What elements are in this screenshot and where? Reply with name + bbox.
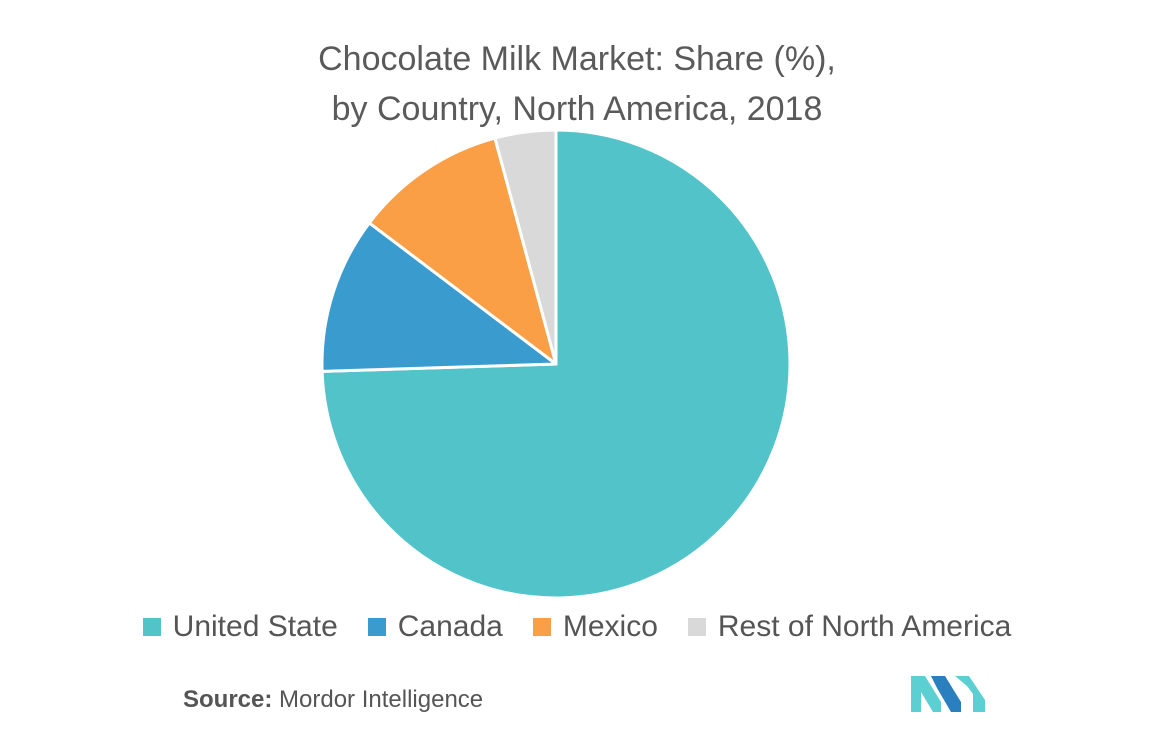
source-text: Mordor Intelligence xyxy=(279,686,484,713)
pie-slice-rest-of-north-america xyxy=(493,128,558,366)
legend-label-mexico: Mexico xyxy=(562,610,658,643)
pie-slice-canada xyxy=(320,221,558,373)
mordor-intelligence-logo xyxy=(911,676,985,712)
pie-slices xyxy=(320,128,792,600)
pie-chart xyxy=(320,128,792,600)
legend-item-canada: Canada xyxy=(367,610,503,644)
legend-swatch-mexico xyxy=(532,618,551,636)
source-note: Source: Mordor Intelligence xyxy=(183,686,483,714)
legend-item-mexico: Mexico xyxy=(532,610,658,644)
chart-title-line-2: by Country, North America, 2018 xyxy=(331,90,823,128)
legend-item-rest-of-north-america: Rest of North America xyxy=(687,610,1012,644)
legend-swatch-canada xyxy=(367,618,386,636)
legend-swatch-rest-of-north-america xyxy=(687,618,706,636)
source-label: Source: xyxy=(183,686,273,713)
legend-swatch-united-state xyxy=(142,618,161,636)
logo-middle-shape xyxy=(931,676,961,712)
legend-label-rest-of-north-america: Rest of North America xyxy=(717,610,1012,643)
chart-title: Chocolate Milk Market: Share (%), by Cou… xyxy=(0,34,1154,134)
legend-label-united-state: United State xyxy=(172,610,338,643)
logo-left-shape xyxy=(911,676,941,712)
chart-legend: United State Canada Mexico Rest of North… xyxy=(0,610,1154,644)
legend-label-canada: Canada xyxy=(397,610,503,643)
chart-title-line-1: Chocolate Milk Market: Share (%), xyxy=(318,40,836,78)
legend-item-united-state: United State xyxy=(142,610,338,644)
logo-right-shape xyxy=(955,676,985,712)
